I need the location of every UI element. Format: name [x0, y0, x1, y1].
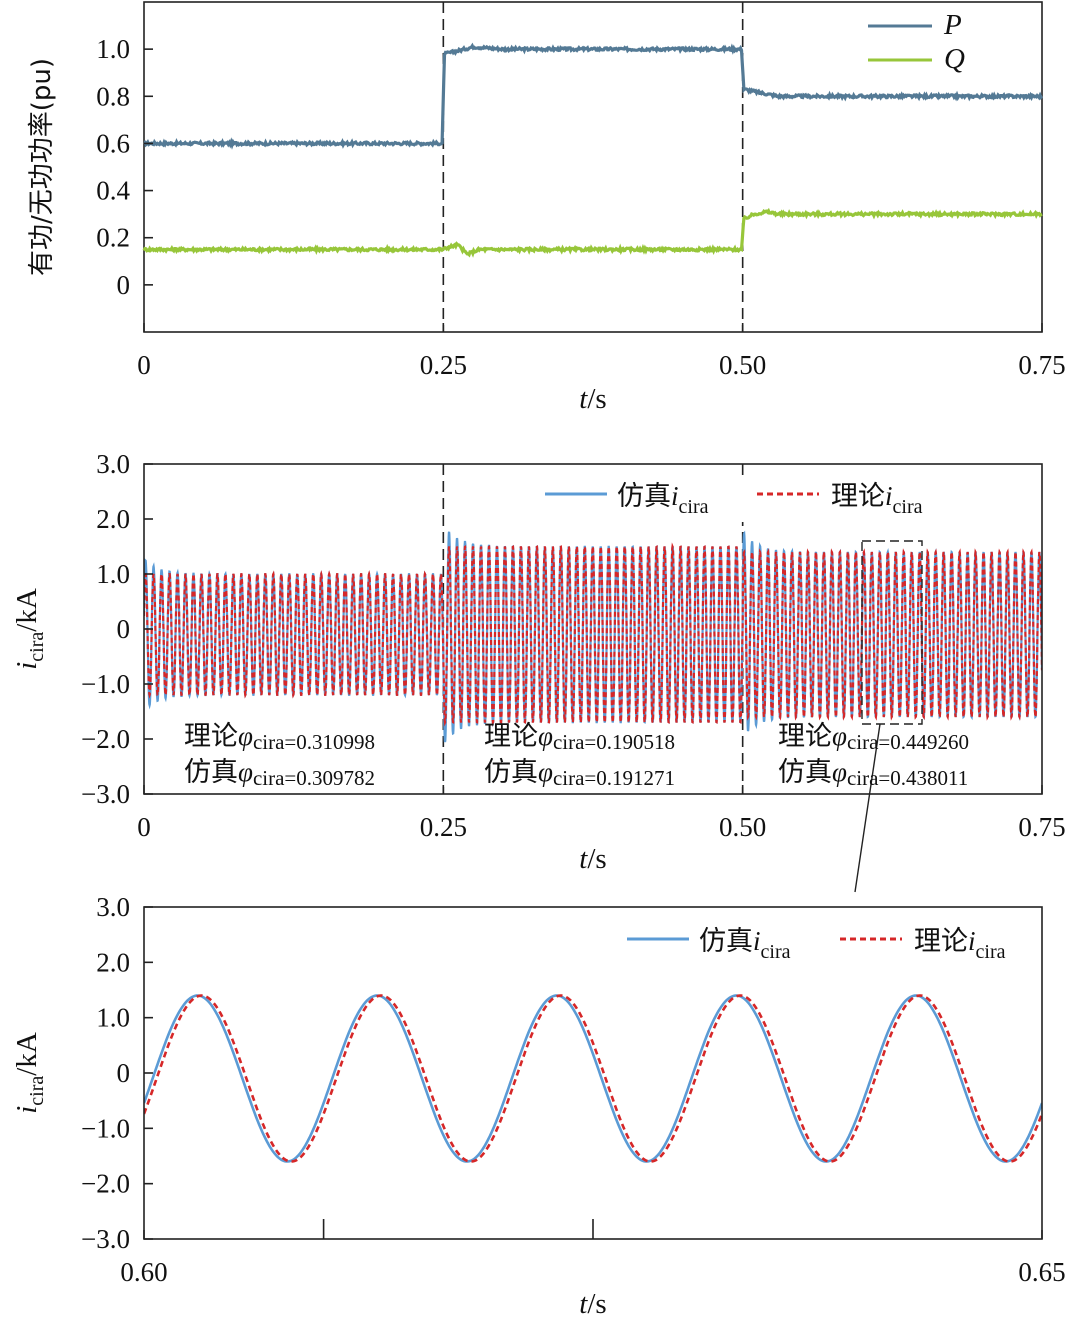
phase-annotations: 理论φcira=0.310998 仿真φcira=0.309782 理论φcir…	[184, 721, 969, 790]
zoom-xtick-label: 0.65	[1018, 1257, 1065, 1287]
y-axis-label-current: icira/kA	[11, 588, 48, 670]
plot-frame-zoom	[143, 906, 1043, 1240]
annotation-theory-seg2: 理论φcira=0.190518	[484, 721, 675, 754]
panel-power: 0 0.2 0.4 0.6 0.8 1.0 0 0.25 0.50 0.75 P Q t/s 有功…	[27, 1, 1066, 415]
y-axis-label-zoom: icira/kA	[11, 1032, 48, 1114]
zoom-ytick-label: 3.0	[96, 892, 130, 922]
zoom-xtick-label: 0.60	[120, 1257, 167, 1287]
legend-current: 仿真icira 理论icira	[535, 478, 1035, 522]
x-axis-label-zoom: t/s	[579, 1288, 606, 1318]
annotation-sim-seg3: 仿真φcira=0.438011	[778, 757, 968, 790]
annotation-theory-seg3: 理论φcira=0.449260	[778, 721, 969, 754]
zoom-ytick-label: −3.0	[81, 1224, 130, 1254]
legend-zoom: 仿真icira 理论icira	[627, 926, 1006, 963]
plot-frame-power	[143, 1, 1043, 333]
power-ytick-label: 0.8	[96, 81, 130, 111]
x-axis-label-power: t/s	[579, 383, 606, 415]
legend-label-Q: Q	[944, 43, 965, 75]
zoom-box	[861, 540, 923, 725]
panel-current: −3.0 −2.0 −1.0 0 1.0 2.0 3.0 0 0.25 0.50 0.75 仿真ic…	[11, 449, 1066, 893]
power-ytick-label: 0.6	[96, 128, 130, 158]
legend-label-sim-zoom: 仿真icira	[699, 926, 791, 963]
current-xtick-label: 0.25	[420, 812, 467, 842]
zoom-ytick-label: 1.0	[96, 1003, 130, 1033]
legend-background	[535, 478, 1035, 522]
annotation-sim-seg1: 仿真φcira=0.309782	[184, 757, 375, 790]
current-ytick-label: 0	[117, 614, 131, 644]
x-axis-var: t	[579, 383, 588, 415]
x-axis-label-current: t/s	[579, 843, 606, 875]
power-ytick-label: 0.4	[96, 176, 130, 206]
legend-label-sim: 仿真icira	[617, 481, 709, 518]
power-ytick-label: 1.0	[96, 34, 130, 64]
power-xtick-label: 0.50	[719, 350, 766, 380]
zoom-connector	[854, 723, 881, 893]
series-current	[144, 530, 1042, 743]
current-ytick-label: 1.0	[96, 559, 130, 589]
current-ytick-label: 3.0	[96, 449, 130, 479]
current-xtick-label: 0.50	[719, 812, 766, 842]
zoom-ytick-label: −2.0	[81, 1169, 130, 1199]
zoom-ytick-label: −1.0	[81, 1113, 130, 1143]
series-zoom	[144, 994, 1042, 1163]
legend-label-theory: 理论icira	[831, 481, 923, 518]
current-ytick-label: −1.0	[81, 669, 130, 699]
legend-label-theory-zoom: 理论icira	[914, 926, 1006, 963]
zoom-ytick-label: 0	[117, 1058, 131, 1088]
power-ytick-label: 0.2	[96, 223, 130, 253]
series-line-theory-zoom	[144, 994, 1042, 1163]
current-ytick-label: 2.0	[96, 504, 130, 534]
current-ytick-label: −2.0	[81, 724, 130, 754]
ticks-current: −3.0 −2.0 −1.0 0 1.0 2.0 3.0 0 0.25 0.50 0.75	[81, 449, 1066, 842]
panel-zoom: −3.0 −2.0 −1.0 0 1.0 2.0 3.0 0.60 0.65 仿真icira 理…	[11, 892, 1066, 1318]
annotation-theory-seg1: 理论φcira=0.310998	[184, 721, 375, 754]
reference-lines-power	[442, 2, 744, 332]
power-xtick-label: 0	[137, 350, 151, 380]
legend-label-P: P	[943, 9, 962, 41]
series-line-P	[143, 42, 1044, 150]
ticks-power: 0 0.2 0.4 0.6 0.8 1.0 0 0.25 0.50 0.75	[96, 34, 1065, 380]
current-xtick-label: 0.75	[1018, 812, 1065, 842]
ticks-zoom: −3.0 −2.0 −1.0 0 1.0 2.0 3.0 0.60 0.65	[81, 892, 1066, 1287]
y-axis-label-power: 有功/无功功率(pu)	[27, 58, 57, 276]
current-ytick-label: −3.0	[81, 779, 130, 809]
series-line-sim-zoom	[144, 994, 1042, 1163]
series-line-Q	[142, 207, 1043, 258]
legend-power: P Q	[868, 9, 965, 75]
power-xtick-label: 0.25	[420, 350, 467, 380]
series-line-theory	[144, 542, 1042, 727]
series-power	[142, 42, 1044, 258]
zoom-ytick-label: 2.0	[96, 947, 130, 977]
annotation-sim-seg2: 仿真φcira=0.191271	[484, 757, 675, 790]
power-ytick-label: 0	[117, 270, 131, 300]
x-axis-unit: /s	[587, 383, 606, 415]
current-xtick-label: 0	[137, 812, 151, 842]
power-xtick-label: 0.75	[1018, 350, 1065, 380]
